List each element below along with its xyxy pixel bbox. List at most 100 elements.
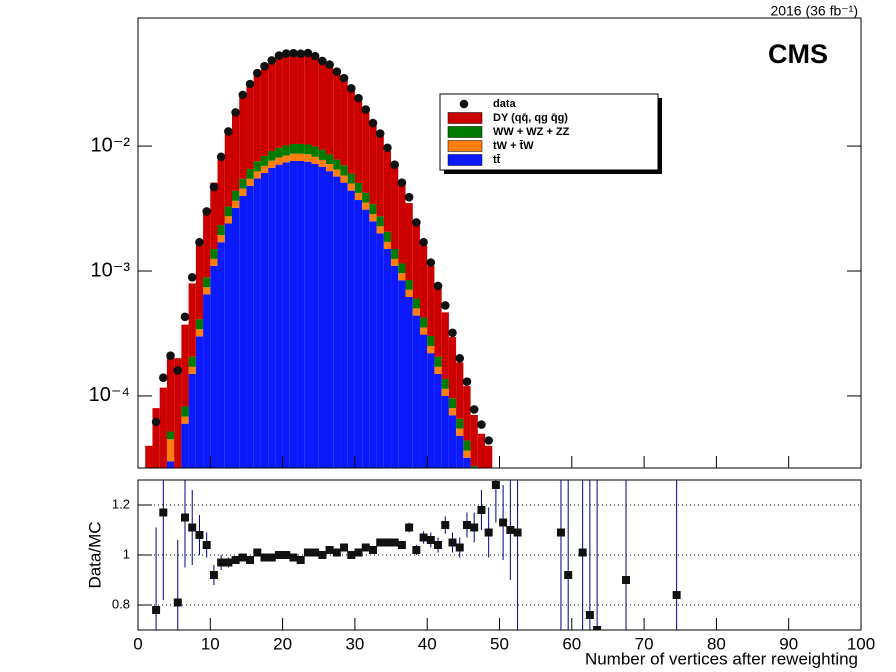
ratio-point — [202, 541, 211, 549]
histogram-bar — [434, 356, 442, 367]
histogram-bar — [311, 163, 319, 468]
data-point — [238, 90, 248, 100]
histogram-bar — [275, 55, 283, 148]
histogram-bar — [427, 265, 435, 336]
histogram-bar — [203, 213, 211, 278]
histogram-bar — [231, 111, 240, 191]
histogram-bar — [275, 164, 283, 468]
histogram-bar — [456, 418, 464, 429]
histogram-bar — [224, 223, 232, 468]
histogram-bar — [239, 94, 247, 179]
histogram-bar — [456, 428, 464, 436]
histogram-bar — [419, 327, 428, 335]
legend-label: DY (qq̄, qg q̄g) — [493, 112, 568, 124]
data-point — [368, 118, 378, 128]
histogram-bar — [333, 159, 341, 170]
histogram-bar — [354, 192, 363, 201]
histogram-bar — [188, 366, 196, 374]
histogram-bar — [434, 288, 442, 357]
histogram-bar — [376, 136, 384, 217]
histogram-bar — [340, 182, 348, 468]
histogram-bar — [224, 206, 232, 217]
data-point — [318, 56, 327, 66]
ratio-point — [332, 548, 341, 557]
histogram-bar — [376, 216, 384, 227]
histogram-bar — [325, 65, 334, 155]
histogram-bar — [448, 398, 457, 409]
histogram-bar — [419, 334, 428, 468]
ratio-point — [491, 481, 500, 489]
histogram-bar — [369, 123, 377, 205]
histogram-bar — [239, 195, 247, 468]
histogram-bar — [441, 312, 449, 379]
histogram-bar — [152, 408, 160, 468]
histogram-bar — [441, 395, 449, 468]
ratio-point — [578, 548, 587, 557]
ratio-point — [246, 556, 255, 564]
data-point — [166, 351, 175, 360]
histogram-bar — [217, 225, 225, 236]
data-point — [339, 73, 349, 83]
data-point — [455, 354, 465, 363]
ratio-point — [217, 558, 226, 567]
ratio-point — [426, 536, 435, 544]
title: CMS — [768, 39, 828, 69]
histogram-bar — [347, 173, 355, 184]
data-point — [426, 258, 436, 267]
histogram-bar — [340, 175, 348, 183]
data-point — [310, 51, 320, 61]
ratio-point — [361, 543, 370, 552]
histogram-bar — [463, 450, 471, 458]
subtitle: 2016 (36 fb⁻¹) — [770, 3, 858, 19]
ratio-point — [188, 523, 197, 532]
y-tick-label: 1 — [123, 546, 130, 561]
ratio-point — [253, 548, 262, 557]
ratio-point — [354, 548, 363, 557]
histogram-bar — [239, 178, 247, 189]
histogram-bar — [188, 356, 196, 367]
ratio-point — [484, 528, 493, 537]
histogram-bar — [333, 72, 341, 160]
histogram-bar — [246, 168, 254, 179]
histogram-bar — [239, 188, 247, 196]
data-point — [245, 79, 255, 89]
ratio-point — [513, 528, 522, 537]
ratio-point — [152, 606, 161, 614]
histogram-bar — [224, 216, 232, 224]
histogram-bar — [166, 431, 175, 440]
histogram-bar — [304, 161, 312, 468]
y-tick-label: 10⁻² — [91, 134, 131, 156]
histogram-bar — [456, 362, 464, 419]
histogram-bar — [231, 190, 240, 201]
histogram-bar — [405, 296, 413, 468]
ratio-point — [462, 521, 471, 529]
data-point — [187, 273, 197, 282]
data-point — [231, 108, 240, 117]
histogram-bar — [159, 387, 167, 468]
histogram-bar — [354, 98, 363, 183]
histogram-bar — [145, 445, 153, 468]
histogram-bar — [166, 439, 175, 462]
histogram-bar — [340, 165, 348, 176]
histogram-bar — [419, 245, 428, 318]
x-axis-label: Number of vertices after reweighting — [585, 649, 858, 668]
data-point — [404, 192, 414, 202]
ratio-point — [470, 523, 479, 532]
histogram-bar — [181, 324, 189, 407]
histogram-bar — [246, 83, 254, 169]
histogram-bar — [362, 202, 370, 210]
histogram-bar — [383, 150, 392, 232]
ratio-point — [311, 548, 320, 557]
ratio-point — [564, 571, 573, 579]
histogram-bar — [181, 406, 189, 417]
histogram-bar — [203, 294, 211, 468]
histogram-bar — [253, 171, 261, 179]
histogram-bar — [311, 156, 319, 164]
ratio-point — [390, 538, 399, 547]
histogram-bar — [297, 52, 305, 144]
histogram-bar — [362, 111, 370, 193]
ratio-point — [173, 598, 182, 607]
histogram-bar — [289, 160, 298, 468]
histogram-bar — [268, 167, 276, 468]
histogram-bar — [448, 415, 457, 468]
